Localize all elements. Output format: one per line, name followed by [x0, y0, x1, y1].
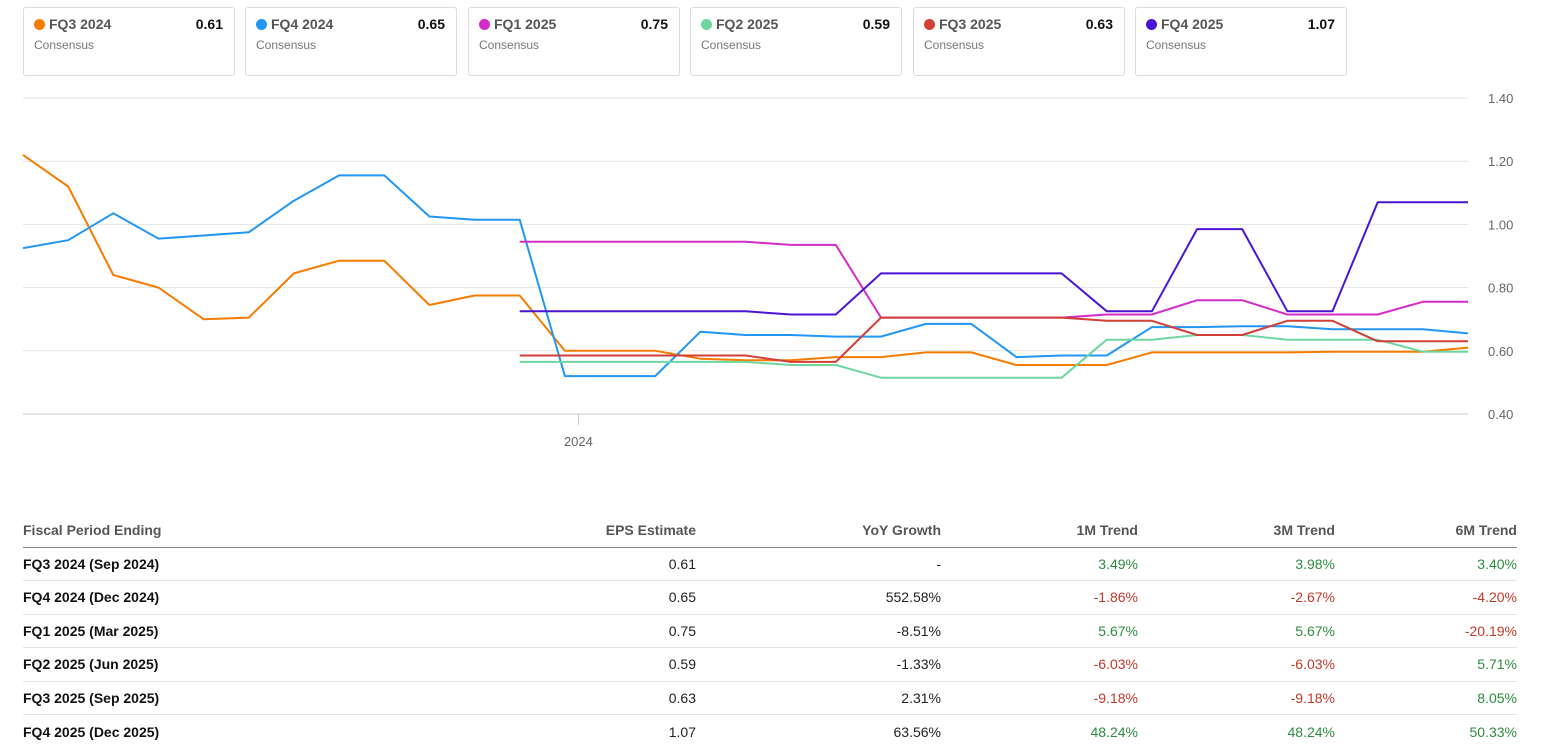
legend-dot-icon [924, 19, 935, 30]
cell-yoy: -1.33% [696, 647, 941, 682]
cell-period: FQ3 2024 (Sep 2024) [23, 547, 493, 581]
cell-3m-trend: 3.98% [1138, 547, 1335, 581]
legend-sub: Consensus [256, 38, 317, 52]
legend-dot-icon [1146, 19, 1157, 30]
series-line-fq4-2024[interactable] [22, 174, 1469, 378]
chart-axes: 1.40 1.20 1.00 0.80 0.60 0.40 2024 [564, 91, 1513, 449]
cell-eps: 0.61 [493, 547, 696, 581]
cell-6m-trend: 50.33% [1469, 723, 1517, 740]
cell-yoy: 63.56% [893, 723, 941, 740]
legend-dot-icon [479, 19, 490, 30]
y-tick-label: 0.60 [1488, 344, 1513, 359]
cell-eps: 0.75 [493, 614, 696, 648]
eps-estimate-line-chart[interactable]: 1.40 1.20 1.00 0.80 0.60 0.40 2024 [0, 80, 1544, 470]
table-row: FQ4 2024 (Dec 2024) 0.65 552.58% -1.86% … [23, 580, 1517, 615]
cell-1m-trend: -1.86% [941, 580, 1138, 615]
table-header-row: Fiscal Period Ending EPS Estimate YoY Gr… [23, 513, 1517, 548]
series-line-fq3-2025[interactable] [519, 316, 1468, 363]
cell-1m-trend: 3.49% [941, 547, 1138, 581]
cell-yoy: 2.31% [696, 681, 941, 715]
legend-name: FQ3 2025 [939, 16, 1002, 32]
legend-sub: Consensus [1146, 38, 1207, 52]
legend-name: FQ3 2024 [49, 16, 112, 32]
column-header-eps[interactable]: EPS Estimate [493, 513, 696, 548]
cell-3m-trend: -6.03% [1138, 647, 1335, 682]
y-tick-label: 1.20 [1488, 154, 1513, 169]
cell-6m-trend: 8.05% [1335, 681, 1517, 715]
series-line-fq4-2025[interactable] [519, 201, 1468, 316]
legend-dot-icon [34, 19, 45, 30]
table-row: FQ1 2025 (Mar 2025) 0.75 -8.51% 5.67% 5.… [23, 614, 1517, 648]
cell-1m-trend: -9.18% [941, 681, 1138, 715]
cell-1m-trend: 48.24% [1090, 723, 1138, 740]
cell-3m-trend: 5.67% [1138, 614, 1335, 648]
cell-3m-trend: -9.18% [1138, 681, 1335, 715]
legend-sub: Consensus [924, 38, 985, 52]
legend-dot-icon [256, 19, 267, 30]
cell-1m-trend: -6.03% [941, 647, 1138, 682]
column-header-period[interactable]: Fiscal Period Ending [23, 513, 493, 548]
legend-card-fq3-2025[interactable]: FQ3 2025 0.63 Consensus [913, 7, 1125, 76]
cell-yoy: -8.51% [696, 614, 941, 648]
legend-sub: Consensus [34, 38, 95, 52]
cell-period: FQ4 2025 (Dec 2025) [23, 723, 160, 740]
legend-sub: Consensus [479, 38, 540, 52]
legend-card-fq3-2024[interactable]: FQ3 2024 0.61 Consensus [23, 7, 235, 76]
cell-eps: 1.07 [668, 723, 696, 740]
y-tick-label: 0.80 [1488, 281, 1513, 296]
cell-3m-trend: -2.67% [1138, 580, 1335, 615]
eps-estimates-table: Fiscal Period Ending EPS Estimate YoY Gr… [23, 513, 1517, 748]
table-row: FQ3 2025 (Sep 2025) 0.63 2.31% -9.18% -9… [23, 681, 1517, 715]
cell-6m-trend: -20.19% [1335, 614, 1517, 648]
legend-dot-icon [701, 19, 712, 30]
series-line-fq1-2025[interactable] [519, 240, 1468, 319]
table-row: FQ4 2025 (Dec 2025) 1.07 63.56% 48.24% 4… [23, 715, 1517, 749]
cell-period: FQ3 2025 (Sep 2025) [23, 681, 493, 715]
legend-card-fq1-2025[interactable]: FQ1 2025 0.75 Consensus [468, 7, 680, 76]
y-tick-label: 1.00 [1488, 217, 1513, 232]
legend-value: 1.07 [1307, 16, 1335, 32]
column-header-yoy[interactable]: YoY Growth [696, 513, 941, 548]
legend-card-fq4-2024[interactable]: FQ4 2024 0.65 Consensus [245, 7, 457, 76]
cell-6m-trend: -4.20% [1335, 580, 1517, 615]
cell-eps: 0.59 [493, 647, 696, 682]
legend-name: FQ4 2024 [271, 16, 334, 32]
table-row: FQ3 2024 (Sep 2024) 0.61 - 3.49% 3.98% 3… [23, 547, 1517, 581]
cell-3m-trend: 48.24% [1287, 723, 1335, 740]
legend-value: 0.59 [862, 16, 890, 32]
legend-value: 0.63 [1085, 16, 1113, 32]
series-line-fq3-2024[interactable] [22, 154, 1469, 366]
column-header-6m-trend[interactable]: 6M Trend [1335, 513, 1517, 548]
table-row: FQ2 2025 (Jun 2025) 0.59 -1.33% -6.03% -… [23, 647, 1517, 682]
cell-period: FQ2 2025 (Jun 2025) [23, 647, 493, 682]
legend-name: FQ4 2025 [1161, 16, 1224, 32]
y-tick-label: 1.40 [1488, 91, 1513, 106]
legend-card-fq4-2025[interactable]: FQ4 2025 1.07 Consensus [1135, 7, 1347, 76]
cell-yoy: - [696, 547, 941, 581]
legend-value: 0.65 [417, 16, 445, 32]
cell-period: FQ1 2025 (Mar 2025) [23, 614, 493, 648]
cell-1m-trend: 5.67% [941, 614, 1138, 648]
column-header-1m-trend[interactable]: 1M Trend [941, 513, 1138, 548]
legend-name: FQ1 2025 [494, 16, 557, 32]
cell-yoy: 552.58% [696, 580, 941, 615]
legend-value: 0.75 [640, 16, 668, 32]
x-tick-label: 2024 [564, 434, 593, 449]
cell-6m-trend: 3.40% [1335, 547, 1517, 581]
legend-value: 0.61 [195, 16, 223, 32]
cell-eps: 0.65 [493, 580, 696, 615]
cell-6m-trend: 5.71% [1335, 647, 1517, 682]
legend-name: FQ2 2025 [716, 16, 779, 32]
cell-period: FQ4 2024 (Dec 2024) [23, 580, 493, 615]
legend-sub: Consensus [701, 38, 762, 52]
cell-eps: 0.63 [493, 681, 696, 715]
chart-series [22, 154, 1469, 379]
chart-gridlines [23, 97, 1468, 415]
legend-card-fq2-2025[interactable]: FQ2 2025 0.59 Consensus [690, 7, 902, 76]
series-line-fq2-2025[interactable] [519, 334, 1468, 379]
column-header-3m-trend[interactable]: 3M Trend [1138, 513, 1335, 548]
y-tick-label: 0.40 [1488, 407, 1513, 422]
